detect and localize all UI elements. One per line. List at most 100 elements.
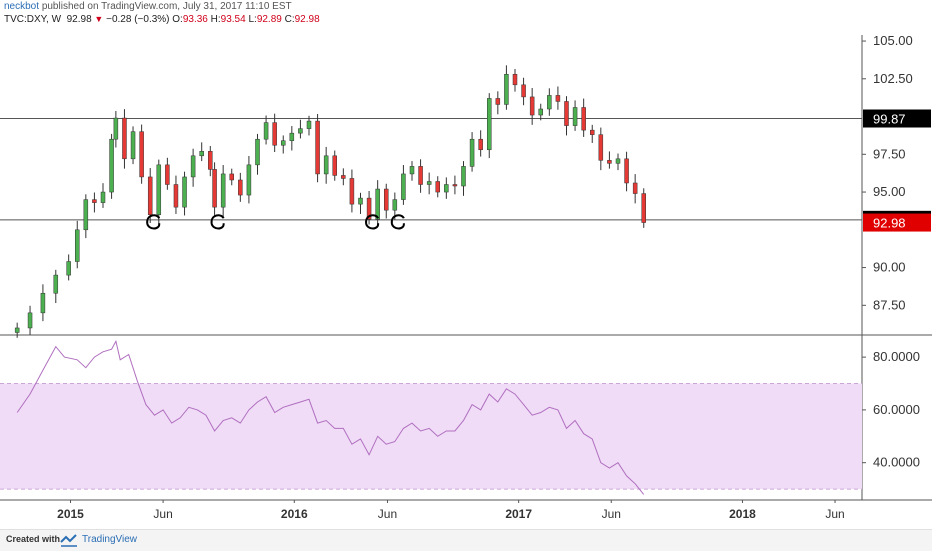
rsi-tick-label: 80.0000: [873, 349, 920, 364]
candle-body: [238, 179, 243, 196]
price-tick-label: 97.50: [873, 146, 906, 161]
candle-body: [495, 98, 501, 105]
candle-body: [521, 84, 526, 98]
time-tick-label: 2017: [505, 507, 532, 521]
candle-body: [229, 173, 234, 181]
candle-body: [512, 74, 518, 86]
last-value: 92.98: [66, 14, 92, 25]
candle-body: [130, 131, 136, 160]
candle-body: [401, 173, 406, 200]
candle-body: [100, 191, 106, 203]
candle-body: [409, 166, 415, 175]
created-with-text: Created with: [6, 534, 61, 544]
candle-body: [607, 160, 612, 164]
annotation-circle: [365, 214, 380, 230]
low-value: 92.89: [256, 14, 282, 25]
time-tick-label: Jun: [378, 507, 397, 521]
candle-body: [323, 155, 329, 175]
candle-body: [624, 158, 629, 184]
candle-body: [199, 151, 204, 157]
candle-body: [109, 138, 114, 193]
candle-body: [289, 132, 295, 141]
candle-body: [358, 197, 363, 205]
publish-info: neckbot published on TradingView.com, Ju…: [4, 1, 292, 12]
tradingview-logo-icon[interactable]: [60, 533, 78, 547]
candle-body: [504, 74, 509, 105]
candle-body: [173, 184, 179, 208]
candle-body: [418, 166, 423, 185]
candle-body: [280, 140, 286, 146]
candle-body: [332, 155, 337, 176]
low-label: L:: [248, 14, 257, 25]
candle-body: [349, 178, 355, 205]
price-chart[interactable]: 105.00 102.50 97.50 95.00 90.00 87.50 99.87 93.…: [0, 0, 932, 529]
candle-body: [538, 108, 543, 116]
candle-body: [165, 164, 170, 185]
author-name[interactable]: neckbot: [4, 1, 40, 12]
time-tick-label: 2018: [729, 507, 756, 521]
candle-body: [74, 229, 80, 262]
candle-body: [555, 95, 561, 102]
high-label: H:: [210, 14, 221, 25]
candle-body: [486, 98, 492, 151]
candle-body: [632, 182, 638, 194]
candle-body: [182, 176, 187, 208]
candle-body: [83, 199, 89, 231]
candle-body: [366, 197, 372, 220]
price-tick-label: 90.00: [873, 260, 906, 275]
candle-body: [27, 312, 33, 329]
rsi-tick-label: 60.0000: [873, 402, 920, 417]
rsi-line: [16, 339, 645, 495]
time-tick-label: 2015: [57, 507, 84, 521]
rsi-tick-label: 40.0000: [873, 455, 920, 470]
candle-body: [139, 131, 144, 178]
down-triangle-icon: ▼: [94, 14, 104, 24]
candle-body: [220, 173, 226, 208]
candle-body: [392, 199, 398, 211]
open-value: 93.36: [182, 14, 208, 25]
time-tick-label: Jun: [602, 507, 621, 521]
candle-body: [426, 181, 432, 185]
price-tick-label: 87.50: [873, 297, 906, 312]
candle-body: [572, 107, 578, 126]
candle-body: [190, 155, 196, 178]
horizontal-line-label: 99.87: [873, 112, 906, 127]
candle-body: [444, 184, 449, 193]
candle-body: [14, 327, 20, 333]
candle-body: [40, 292, 46, 314]
annotation-circle: [146, 214, 161, 230]
annotation-circle: [390, 214, 405, 230]
candle-body: [272, 122, 277, 146]
price-tick-label: 95.00: [873, 184, 906, 199]
candle-body: [598, 134, 604, 161]
footer-bar: Created with TradingView: [0, 529, 932, 551]
candle-body: [263, 122, 269, 140]
candle-body: [581, 107, 586, 131]
candle-body: [113, 117, 119, 140]
last-price-label: 92.98: [873, 216, 906, 231]
tradingview-brand[interactable]: TradingView: [82, 534, 138, 545]
last-price-label-bg: [863, 213, 931, 232]
candle-body: [641, 193, 646, 223]
symbol-name[interactable]: TVC:DXY, W: [4, 14, 62, 25]
candle-body: [452, 184, 458, 187]
candle-body: [306, 120, 312, 129]
time-tick-label: Jun: [153, 507, 172, 521]
candle-body: [92, 199, 97, 203]
candle-body: [435, 181, 440, 193]
candle-body: [315, 120, 320, 175]
close-label: C:: [284, 14, 295, 25]
candle-body: [529, 96, 535, 116]
price-tick-label: 105.00: [873, 33, 913, 48]
candle-body: [564, 101, 569, 126]
candle-body: [298, 128, 303, 134]
candle-body: [156, 164, 162, 215]
candle-body: [66, 261, 71, 276]
candle-body: [122, 117, 127, 160]
candle-body: [246, 164, 252, 196]
candle-body: [589, 129, 595, 135]
candle-body: [147, 176, 153, 215]
change-value: −0.28 (−0.3%): [106, 14, 170, 25]
candle-body: [478, 138, 483, 151]
candle-body: [469, 138, 475, 167]
